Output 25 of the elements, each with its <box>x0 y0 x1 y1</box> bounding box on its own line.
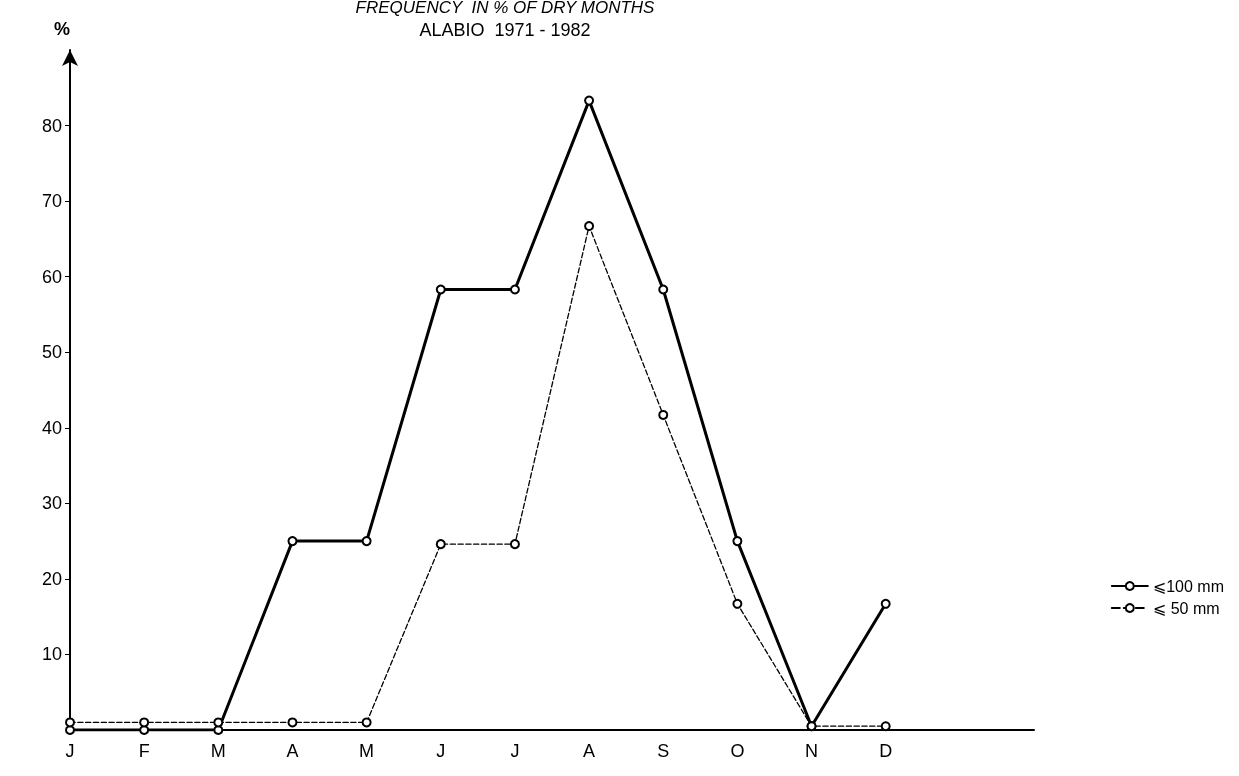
chart-subtitle: ALABIO 1971 - 1982 <box>419 20 591 40</box>
x-tick-label: J <box>510 741 520 761</box>
x-tick-label: N <box>805 741 819 761</box>
x-tick-label: S <box>657 741 670 761</box>
y-tick-label: 80 <box>41 115 62 136</box>
y-tick-label: 20 <box>41 568 62 589</box>
x-tick-label: M <box>210 741 226 761</box>
legend-label: ⩽ 50 mm <box>1152 599 1220 617</box>
x-tick-label: M <box>359 741 375 761</box>
x-tick-label: J <box>65 741 75 761</box>
x-tick-label: A <box>286 741 299 761</box>
x-tick-label: A <box>583 741 596 761</box>
y-tick-label: 50 <box>41 342 62 363</box>
chart-title: FREQUENCY IN % OF DRY MONTHS <box>355 0 656 17</box>
y-tick-label: 70 <box>41 191 62 212</box>
x-tick-label: D <box>879 741 893 761</box>
y-tick-label: 10 <box>41 644 62 665</box>
y-axis-title: % <box>53 19 70 39</box>
x-tick-label: O <box>730 741 745 761</box>
y-tick-label: 40 <box>41 417 62 438</box>
x-tick-label: J <box>436 741 446 761</box>
y-tick-label: 60 <box>41 266 62 287</box>
x-tick-label: F <box>138 741 150 761</box>
legend-label: ⩽100 mm <box>1152 577 1224 595</box>
y-tick-label: 30 <box>41 493 62 514</box>
